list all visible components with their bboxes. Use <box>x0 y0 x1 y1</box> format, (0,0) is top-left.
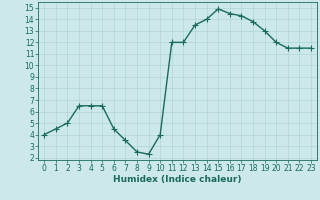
X-axis label: Humidex (Indice chaleur): Humidex (Indice chaleur) <box>113 175 242 184</box>
